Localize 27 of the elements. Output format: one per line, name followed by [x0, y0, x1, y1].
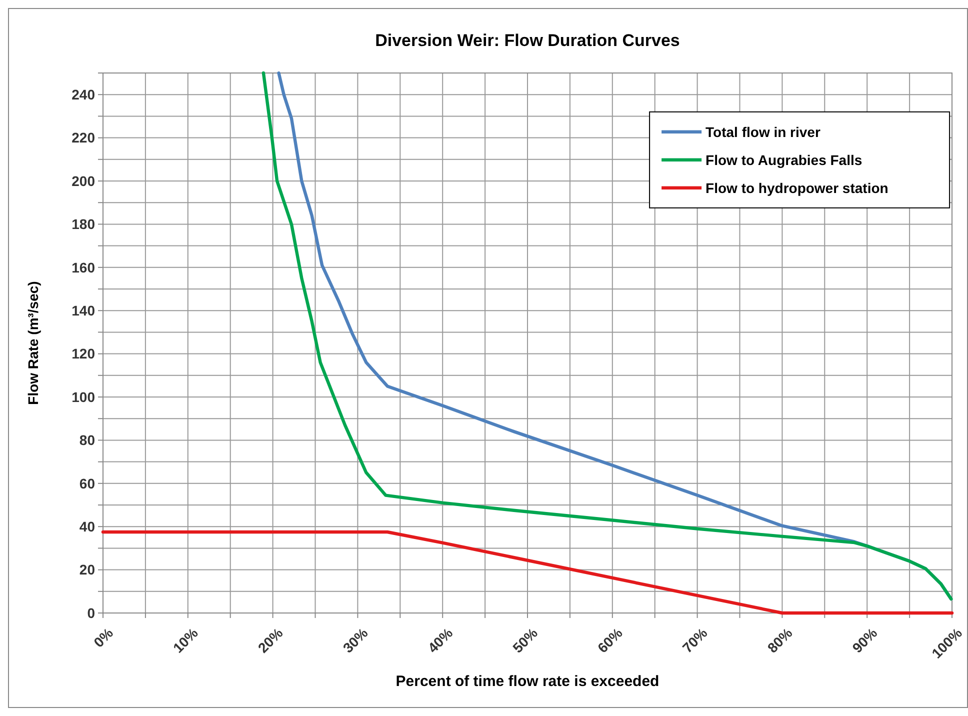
x-tick-label: 70%	[679, 624, 711, 656]
y-axis-title: Flow Rate (m³/sec)	[25, 281, 41, 405]
x-tick-label: 30%	[340, 624, 372, 656]
y-tick-label: 20	[79, 562, 96, 578]
y-tick-label: 60	[79, 475, 96, 492]
legend-label: Total flow in river	[706, 124, 821, 140]
x-tick-label: 80%	[764, 624, 796, 656]
chart-title: Diversion Weir: Flow Duration Curves	[375, 31, 680, 50]
x-tick-label: 40%	[424, 624, 456, 656]
x-tick-label: 0%	[90, 624, 116, 650]
y-tick-label: 120	[72, 346, 96, 362]
y-tick-label: 180	[72, 216, 96, 232]
legend-label: Flow to hydropower station	[706, 180, 888, 196]
y-tick-label: 240	[72, 86, 96, 102]
y-tick-label: 140	[72, 302, 96, 318]
x-tick-label: 60%	[594, 624, 626, 656]
y-tick-label: 160	[72, 259, 96, 276]
y-tick-label: 80	[79, 432, 96, 448]
x-axis-title: Percent of time flow rate is exceeded	[396, 673, 660, 690]
x-tick-label: 90%	[849, 624, 881, 656]
y-tick-label: 100	[72, 388, 96, 405]
y-tick-label: 0	[87, 604, 96, 621]
y-tick-label: 200	[72, 172, 96, 189]
y-tick-label: 220	[72, 130, 96, 146]
legend-label: Flow to Augrabies Falls	[706, 152, 862, 168]
x-tick-label: 50%	[509, 624, 541, 656]
y-tick-label: 40	[79, 518, 96, 534]
